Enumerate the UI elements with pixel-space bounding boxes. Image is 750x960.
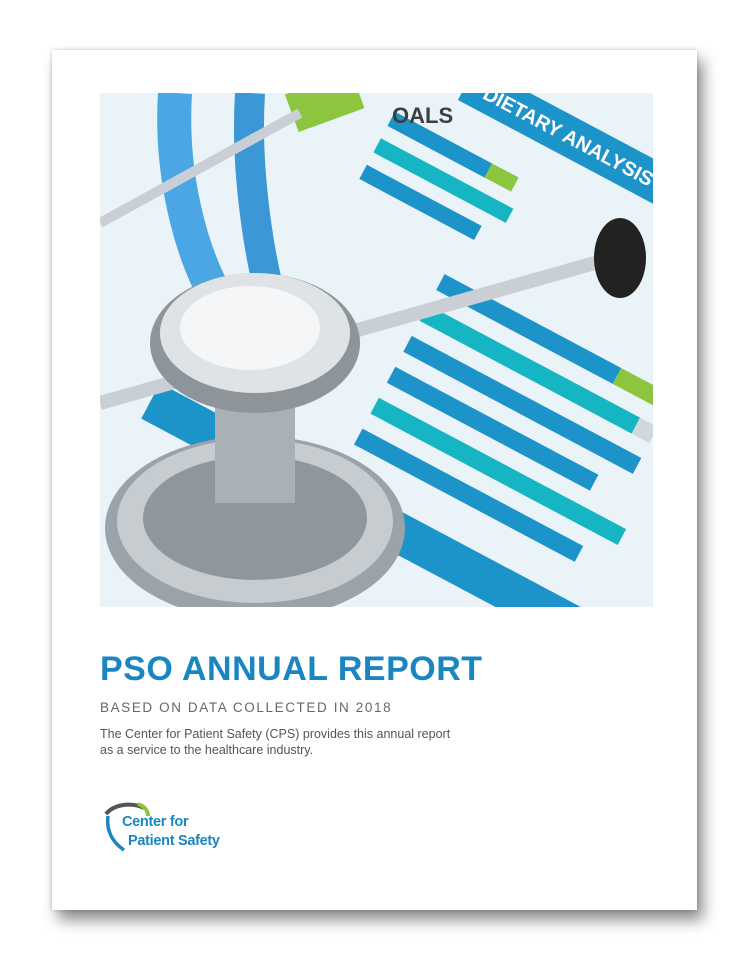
report-description: The Center for Patient Safety (CPS) prov…: [100, 727, 451, 757]
photo-goals-label: OALS: [392, 103, 453, 128]
report-cover-page: DIETARY ANALYSIS OALS: [52, 50, 697, 910]
center-for-patient-safety-logo: Center for Patient Safety: [102, 802, 252, 854]
report-title: PSO ANNUAL REPORT: [100, 650, 483, 688]
logo-line-2: Patient Safety: [128, 833, 220, 849]
shield-swoosh-icon: [104, 802, 150, 852]
cover-photo-stethoscope-charts: DIETARY ANALYSIS OALS: [100, 93, 653, 607]
logo-line-1: Center for: [122, 814, 189, 830]
report-subtitle: BASED ON DATA COLLECTED IN 2018: [100, 700, 393, 715]
